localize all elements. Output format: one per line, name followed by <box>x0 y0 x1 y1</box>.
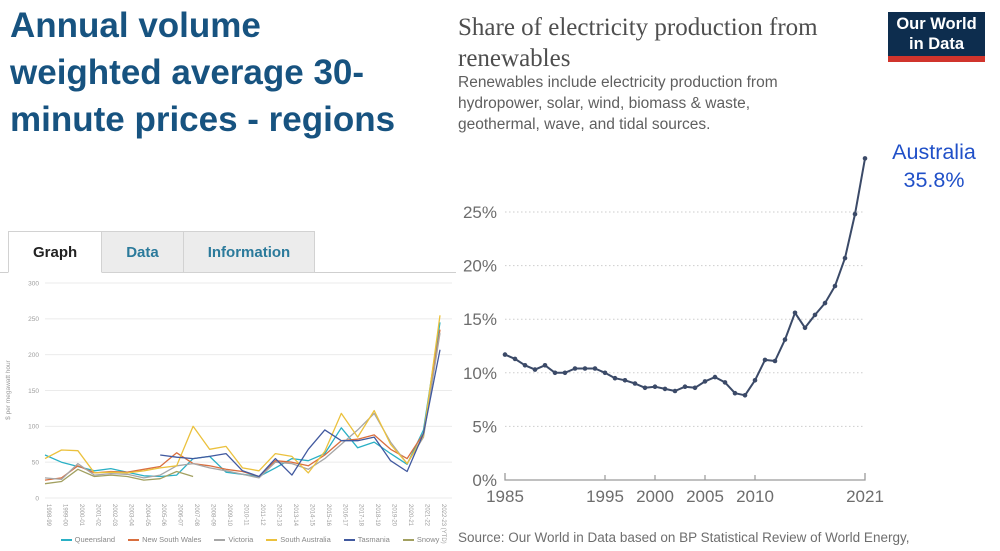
svg-text:2007-08: 2007-08 <box>193 504 199 527</box>
svg-text:2000: 2000 <box>636 487 674 506</box>
svg-text:15%: 15% <box>463 310 497 329</box>
renewables-gridlines: 0% 5% 10% 15% 20% 25% <box>463 203 865 490</box>
svg-text:2010-11: 2010-11 <box>243 504 249 526</box>
svg-text:2001-02: 2001-02 <box>94 504 100 527</box>
legend-swatch <box>402 538 414 541</box>
svg-text:2006-07: 2006-07 <box>177 504 183 527</box>
series-line-victoria <box>44 333 441 481</box>
series-line-tasmania <box>160 349 441 478</box>
prices-x-axis-labels: 1998-99 1999-00 2000-01 2001-02 2002-03 2003-… <box>45 504 446 544</box>
svg-text:1998-99: 1998-99 <box>45 504 51 527</box>
legend-item-south-australia[interactable]: South Australia <box>266 535 331 544</box>
legend-label: Snowy <box>416 535 440 544</box>
svg-text:2008-09: 2008-09 <box>210 504 216 527</box>
svg-text:2005: 2005 <box>686 487 724 506</box>
prices-series-lines <box>44 315 441 485</box>
svg-text:2012-13: 2012-13 <box>275 504 281 527</box>
svg-text:1995: 1995 <box>586 487 624 506</box>
svg-text:2000-01: 2000-01 <box>78 504 84 527</box>
owid-logo-text: Our World in Data <box>888 12 985 56</box>
svg-text:2002-03: 2002-03 <box>111 504 117 527</box>
svg-text:2003-04: 2003-04 <box>127 504 133 527</box>
svg-text:2020-21: 2020-21 <box>407 504 413 527</box>
tab-graph[interactable]: Graph <box>8 231 103 273</box>
series-line-south-australia <box>44 315 441 474</box>
svg-text:200: 200 <box>28 352 39 359</box>
svg-text:300: 300 <box>28 280 39 287</box>
legend-item-victoria[interactable]: Victoria <box>214 535 253 544</box>
legend-label: New South Wales <box>142 535 202 544</box>
legend-label: South Australia <box>280 535 331 544</box>
svg-text:2014-15: 2014-15 <box>308 504 314 527</box>
svg-text:2017-18: 2017-18 <box>358 504 364 527</box>
svg-text:2011-12: 2011-12 <box>259 504 265 526</box>
series-value-label: 35.8% <box>903 168 965 192</box>
svg-text:2015-16: 2015-16 <box>325 504 331 527</box>
svg-text:1985: 1985 <box>486 487 524 506</box>
legend-item-snowy[interactable]: Snowy <box>402 535 440 544</box>
series-line-snowy <box>44 468 194 485</box>
legend-swatch <box>214 538 226 541</box>
owid-logo-line1: Our World <box>896 15 977 33</box>
series-line-queensland <box>44 322 441 478</box>
svg-text:2018-19: 2018-19 <box>374 504 380 527</box>
series-end-label: Australia 35.8% <box>870 138 998 194</box>
legend-label: Tasmania <box>357 535 390 544</box>
svg-text:2022-23 (YTD): 2022-23 (YTD) <box>440 504 446 544</box>
renewables-line-chart: 0% 5% 10% 15% 20% 25% 1985 1995 2000 2005 2010 2021 <box>463 156 884 506</box>
svg-text:5%: 5% <box>472 417 497 436</box>
series-line-new-south-wales <box>44 329 441 481</box>
legend-swatch <box>60 538 72 541</box>
svg-text:0%: 0% <box>472 471 497 490</box>
source-caption: Source: Our World in Data based on BP St… <box>458 530 910 545</box>
legend-item-queensland[interactable]: Queensland <box>60 535 116 544</box>
svg-text:2009-10: 2009-10 <box>226 504 232 527</box>
left-chart-page-title: Annual volume weighted average 30-minute… <box>10 6 396 139</box>
tabbar: Graph Data Information <box>8 231 316 273</box>
owid-logo-stripe <box>888 56 985 62</box>
svg-text:2021: 2021 <box>846 487 884 506</box>
svg-text:100: 100 <box>28 424 39 431</box>
svg-text:2021-22: 2021-22 <box>424 504 430 527</box>
tab-data[interactable]: Data <box>102 231 184 273</box>
renewables-chart-title: Share of electricity production from ren… <box>458 14 818 72</box>
svg-text:1999-00: 1999-00 <box>61 504 67 527</box>
prices-y-axis-title: $ per megawatt hour <box>5 359 12 419</box>
prices-line-chart: 0 50 100 150 200 250 300 $ per megawatt hour 199… <box>5 280 452 544</box>
legend-label: Victoria <box>228 535 254 544</box>
tab-information[interactable]: Information <box>183 231 316 273</box>
svg-text:250: 250 <box>28 316 39 323</box>
svg-text:2016-17: 2016-17 <box>341 504 347 527</box>
legend-item-tasmania[interactable]: Tasmania <box>343 535 390 544</box>
legend-item-new-south-wales[interactable]: New South Wales <box>128 535 201 544</box>
owid-logo-line2: in Data <box>908 35 964 53</box>
svg-text:2005-06: 2005-06 <box>160 504 166 527</box>
svg-text:2004-05: 2004-05 <box>144 504 150 527</box>
prices-gridlines: 0 50 100 150 200 250 300 <box>28 280 452 502</box>
legend-label: Queensland <box>74 535 116 544</box>
prices-chart-legend: Queensland New South Wales Victoria South A… <box>40 535 460 544</box>
svg-text:0: 0 <box>35 495 39 502</box>
legend-swatch <box>343 538 355 541</box>
svg-text:20%: 20% <box>463 257 497 276</box>
svg-text:2013-14: 2013-14 <box>292 504 298 527</box>
renewables-chart-subtitle: Renewables include electricity productio… <box>458 74 778 133</box>
legend-swatch <box>128 538 140 541</box>
our-world-in-data-logo[interactable]: Our World in Data <box>888 12 985 62</box>
svg-text:50: 50 <box>32 459 40 466</box>
renewables-series-australia <box>502 156 868 398</box>
svg-text:10%: 10% <box>463 364 497 383</box>
series-entity-label: Australia <box>892 140 976 164</box>
svg-text:2019-20: 2019-20 <box>391 504 397 527</box>
svg-text:150: 150 <box>28 388 39 395</box>
renewables-x-axis: 1985 1995 2000 2005 2010 2021 <box>486 473 884 506</box>
svg-text:25%: 25% <box>463 203 497 222</box>
legend-swatch <box>266 538 278 541</box>
svg-text:2010: 2010 <box>736 487 774 506</box>
